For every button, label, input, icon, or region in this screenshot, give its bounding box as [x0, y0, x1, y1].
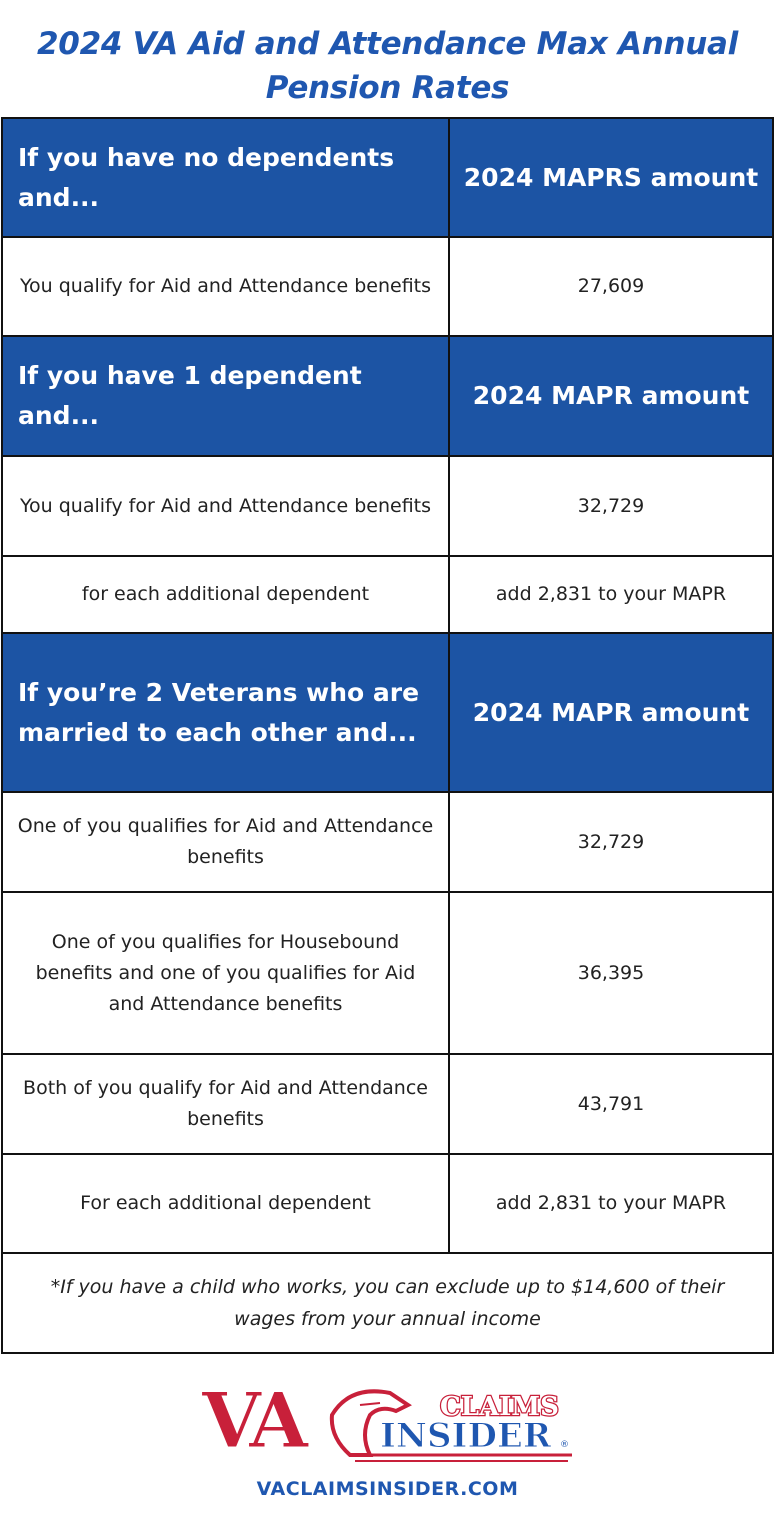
page-title: 2024 VA Aid and Attendance Max Annual Pe…: [37, 26, 738, 106]
condition-header: If you’re 2 Veterans who are married to …: [1, 632, 450, 793]
row-label: One of you qualifies for Housebound bene…: [1, 891, 450, 1055]
row-value: 36,395: [448, 891, 774, 1055]
eagle-icon: [329, 1389, 412, 1457]
table-row: One of you qualifies for Aid and Attenda…: [1, 791, 774, 893]
table-row: You qualify for Aid and Attendance benef…: [1, 236, 774, 337]
row-label: You qualify for Aid and Attendance benef…: [1, 455, 450, 557]
condition-header: If you have no dependents and...: [1, 117, 450, 238]
website-link[interactable]: VACLAIMSINSIDER.COM: [256, 1478, 519, 1500]
logo-registered-mark: ®: [560, 1440, 569, 1450]
section-header: If you have no dependents and... 2024 MA…: [1, 117, 774, 238]
table-row: For each additional dependent add 2,831 …: [1, 1153, 774, 1254]
footnote-row: *If you have a child who works, you can …: [1, 1252, 774, 1354]
footnote: *If you have a child who works, you can …: [1, 1252, 774, 1354]
amount-header: 2024 MAPRS amount: [448, 117, 774, 238]
table-row: One of you qualifies for Housebound bene…: [1, 891, 774, 1055]
table-row: for each additional dependent add 2,831 …: [1, 555, 774, 634]
logo-claims-text: CLAIMS: [440, 1392, 559, 1422]
logo-insider-text: INSIDER: [380, 1416, 552, 1456]
section-header: If you have 1 dependent and... 2024 MAPR…: [1, 335, 774, 457]
row-value: 27,609: [448, 236, 774, 337]
section-header: If you’re 2 Veterans who are married to …: [1, 632, 774, 793]
row-label: for each additional dependent: [1, 555, 450, 634]
row-value: add 2,831 to your MAPR: [448, 555, 774, 634]
logo-va-text: VA: [201, 1376, 309, 1465]
row-value: 32,729: [448, 791, 774, 893]
amount-header: 2024 MAPR amount: [448, 632, 774, 793]
va-claims-insider-logo: VA CLAIMS INSIDER ®: [201, 1376, 572, 1465]
row-label: For each additional dependent: [1, 1153, 450, 1254]
row-value: add 2,831 to your MAPR: [448, 1153, 774, 1254]
row-value: 32,729: [448, 455, 774, 557]
row-label: You qualify for Aid and Attendance benef…: [1, 236, 450, 337]
table-row: You qualify for Aid and Attendance benef…: [1, 455, 774, 557]
row-label: Both of you qualify for Aid and Attendan…: [1, 1053, 450, 1155]
amount-header: 2024 MAPR amount: [448, 335, 774, 457]
table-row: Both of you qualify for Aid and Attendan…: [1, 1053, 774, 1155]
row-label: One of you qualifies for Aid and Attenda…: [1, 791, 450, 893]
row-value: 43,791: [448, 1053, 774, 1155]
pension-rates-table: If you have no dependents and... 2024 MA…: [1, 117, 774, 1354]
condition-header: If you have 1 dependent and...: [1, 335, 450, 457]
